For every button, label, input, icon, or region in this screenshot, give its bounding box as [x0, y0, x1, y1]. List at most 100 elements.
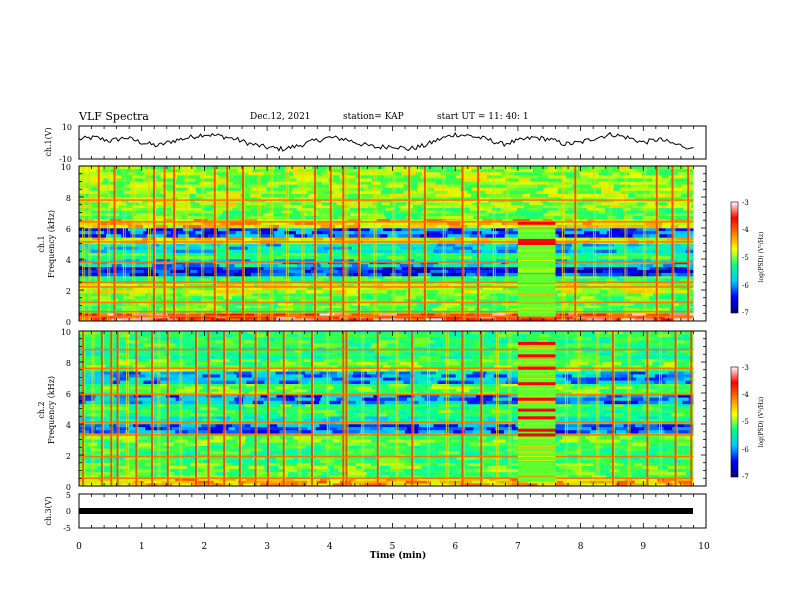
spectrogram-cell — [135, 261, 154, 265]
spectrogram-cell — [330, 308, 344, 311]
spectrogram-cell — [116, 480, 134, 484]
spectrogram-cell — [683, 331, 694, 335]
spectrogram-cell — [640, 413, 648, 417]
spectrogram-cell — [500, 243, 517, 247]
spectrogram-cell — [582, 276, 599, 279]
spectrogram-cell — [257, 246, 272, 250]
spectrogram-cell — [507, 374, 526, 378]
spectrogram-cell — [324, 169, 332, 173]
spectrogram-cell — [613, 259, 632, 262]
spectrogram-cell — [629, 371, 646, 375]
spectrogram-cell — [600, 391, 619, 395]
spectrogram-cell — [417, 418, 437, 422]
spectrogram-cell — [264, 457, 276, 461]
spectrogram-cell — [384, 400, 397, 405]
spectrogram-cell — [125, 448, 135, 452]
spectrogram-cell — [411, 413, 420, 417]
spectrogram-cell — [241, 187, 252, 192]
spectrogram-cell — [492, 216, 511, 219]
spectrogram-cell — [150, 468, 171, 473]
spectrogram-cell — [419, 228, 439, 232]
spectrogram-cell — [565, 413, 579, 417]
spectrogram-cell — [92, 224, 110, 229]
spectrogram-cell — [359, 448, 375, 452]
spectrogram-cell — [202, 386, 211, 390]
spectrogram-cell — [193, 483, 213, 487]
spectrogram-cell — [290, 374, 298, 378]
spectrogram-cell — [397, 305, 410, 309]
spectrogram-cell — [419, 413, 430, 417]
spectrogram-cell — [434, 296, 443, 300]
spectrogram-cell — [439, 249, 460, 254]
spectrogram-cell — [370, 175, 385, 179]
spectrogram-cell — [502, 205, 512, 209]
spectrogram-cell — [371, 451, 390, 455]
spectrogram-cell — [136, 246, 156, 250]
spectrogram-cell — [297, 246, 317, 250]
spectrogram-cell — [676, 478, 691, 482]
spectrogram-cell — [143, 407, 151, 411]
spectrogram-cell — [215, 472, 227, 476]
spectrogram-cell — [314, 397, 321, 401]
spectrogram-cell — [411, 407, 430, 411]
spectrogram-cell — [375, 205, 391, 209]
spectrogram-cell — [630, 459, 640, 463]
spectrogram-cell — [594, 418, 602, 422]
spectrogram-cell — [460, 483, 480, 487]
spectrogram-cell — [96, 386, 104, 390]
spectrogram-cell — [373, 315, 390, 319]
spectrogram-cell — [654, 374, 667, 378]
spectrogram-cell — [126, 380, 144, 384]
spectrogram-cell — [565, 377, 586, 381]
spectrogram-cell — [680, 278, 693, 282]
spectrogram-cell — [467, 318, 477, 322]
spectrogram-cell — [191, 296, 205, 300]
spectrogram-cell — [134, 448, 153, 452]
spectrogram-cell — [555, 394, 571, 398]
spectrogram-cell — [93, 290, 111, 294]
spectrogram-cell — [475, 439, 493, 443]
spectrogram-cell — [351, 358, 369, 363]
spectrogram-cell — [362, 272, 371, 277]
spectrogram-cell — [464, 283, 477, 288]
spectrogram-cell — [648, 187, 661, 192]
spectrogram-cell — [310, 349, 325, 353]
spectrogram-cell — [576, 190, 590, 195]
spectrogram-cell — [196, 272, 216, 277]
spectrogram-cell — [170, 293, 183, 297]
spectrogram-cell — [375, 172, 393, 176]
spectrogram-cell — [118, 210, 127, 214]
spectrogram-cell — [398, 205, 413, 209]
spectrogram-cell — [411, 197, 421, 200]
spectrogram-cell — [480, 413, 501, 417]
spectrogram-cell — [397, 210, 415, 214]
spectrogram-cell — [311, 439, 321, 443]
spectrogram-cell — [399, 418, 418, 422]
spectrogram-cell — [429, 197, 449, 200]
spectrogram-cell — [156, 475, 169, 479]
spectrogram-cell — [649, 448, 667, 452]
spectrogram-cell — [85, 436, 101, 440]
spectrogram-cell — [650, 218, 670, 223]
spectrogram-cell — [176, 299, 194, 303]
spectrogram-cell — [494, 391, 512, 395]
spectrogram-cell — [613, 454, 622, 458]
spectrogram-cell — [415, 462, 429, 467]
spectrogram-cell — [113, 184, 127, 188]
spectrogram-cell — [467, 190, 486, 195]
spectrogram-cell — [675, 169, 690, 173]
spectrogram-cell — [641, 410, 659, 414]
spectrogram-cell — [172, 427, 184, 431]
spectrogram-cell — [351, 439, 371, 443]
spectrogram-cell — [684, 465, 694, 470]
spectrogram-cell — [431, 272, 445, 277]
spectrogram-cell — [226, 290, 238, 294]
spectrogram-cell — [212, 391, 223, 395]
spectrogram-cell — [445, 175, 457, 179]
spectrogram-cell — [126, 459, 143, 463]
spectrogram-cell — [440, 237, 455, 241]
spectrogram-cell — [280, 172, 287, 176]
spectrogram-cell — [500, 383, 516, 387]
spectrogram-cell — [388, 383, 401, 387]
sferic-line — [285, 166, 288, 321]
